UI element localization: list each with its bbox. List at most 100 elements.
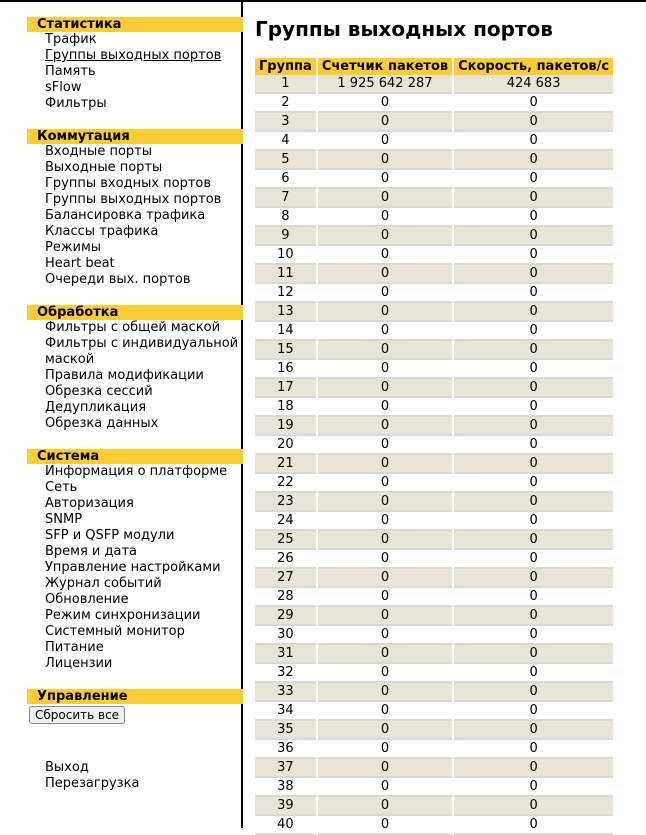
- packet-counter-cell: 0: [317, 778, 453, 797]
- table-row: 33 0 0: [255, 683, 614, 702]
- sidebar-item-switching-3[interactable]: Группы выходных портов: [45, 192, 222, 207]
- rate-cell: 0: [454, 531, 614, 550]
- rate-cell: 0: [454, 379, 614, 398]
- sidebar-item-system-3[interactable]: SNMP: [45, 512, 83, 527]
- packet-counter-cell: 0: [317, 341, 453, 360]
- sidebar-item-system-1[interactable]: Сеть: [45, 480, 78, 495]
- group-cell: 13: [255, 303, 316, 322]
- group-cell: 23: [255, 493, 316, 512]
- sidebar-item-system-6[interactable]: Управление настройками: [45, 560, 221, 575]
- sidebar-item-system-9[interactable]: Режим синхронизации: [45, 608, 201, 623]
- group-cell: 4: [255, 132, 316, 151]
- sidebar-item-logout[interactable]: Выход: [45, 760, 89, 775]
- rate-cell: 0: [454, 189, 614, 208]
- sidebar-item-system-2[interactable]: Авторизация: [45, 496, 134, 511]
- section-header: Система: [27, 449, 243, 464]
- sidebar-item-system-10[interactable]: Системный монитор: [45, 624, 185, 639]
- packet-counter-cell: 0: [317, 550, 453, 569]
- packet-counter-cell: 0: [317, 797, 453, 816]
- section-header: Коммутация: [27, 129, 243, 144]
- sidebar-item-processing-3[interactable]: Обрезка сессий: [45, 384, 153, 399]
- rate-cell: 0: [454, 113, 614, 132]
- output-port-groups-table: Группа Счетчик пакетов Скорость, пакетов…: [253, 58, 615, 835]
- packet-counter-cell: 0: [317, 284, 453, 303]
- sidebar-item-system-0[interactable]: Информация о платформе: [45, 464, 228, 479]
- sidebar-item-system-4[interactable]: SFP и QSFP модули: [45, 528, 175, 543]
- group-cell: 38: [255, 778, 316, 797]
- rate-cell: 0: [454, 759, 614, 778]
- column-header-group: Группа: [255, 58, 316, 75]
- sidebar-item-system-8[interactable]: Обновление: [45, 592, 129, 607]
- packet-counter-cell: 0: [317, 208, 453, 227]
- sidebar-item-processing-1[interactable]: Фильтры с индивидуальной маской: [45, 336, 239, 367]
- packet-counter-cell: 0: [317, 569, 453, 588]
- group-cell: 15: [255, 341, 316, 360]
- sidebar-item-system-11[interactable]: Питание: [45, 640, 104, 655]
- sidebar-item-switching-1[interactable]: Выходные порты: [45, 160, 163, 175]
- group-cell: 26: [255, 550, 316, 569]
- packet-counter-cell: 0: [317, 645, 453, 664]
- table-row: 19 0 0: [255, 417, 614, 436]
- group-cell: 18: [255, 398, 316, 417]
- packet-counter-cell: 0: [317, 683, 453, 702]
- group-cell: 6: [255, 170, 316, 189]
- group-cell: 34: [255, 702, 316, 721]
- group-cell: 39: [255, 797, 316, 816]
- sidebar-item-system-5[interactable]: Время и дата: [45, 544, 138, 559]
- packet-counter-cell: 0: [317, 417, 453, 436]
- sidebar-item-statistics-4[interactable]: Фильтры: [45, 96, 107, 111]
- group-cell: 25: [255, 531, 316, 550]
- sidebar-item-processing-5[interactable]: Обрезка данных: [45, 416, 159, 431]
- sidebar-item-statistics-1[interactable]: Группы выходных портов: [45, 48, 222, 63]
- group-cell: 11: [255, 265, 316, 284]
- group-cell: 27: [255, 569, 316, 588]
- rate-cell: 0: [454, 322, 614, 341]
- packet-counter-cell: 0: [317, 265, 453, 284]
- sidebar-item-processing-2[interactable]: Правила модификации: [45, 368, 204, 383]
- sidebar-item-switching-8[interactable]: Очереди вых. портов: [45, 272, 191, 287]
- sidebar-item-statistics-3[interactable]: sFlow: [45, 80, 82, 95]
- packet-counter-cell: 0: [317, 531, 453, 550]
- table-row: 36 0 0: [255, 740, 614, 759]
- table-row: 37 0 0: [255, 759, 614, 778]
- table-row: 22 0 0: [255, 474, 614, 493]
- sidebar-item-processing-4[interactable]: Дедупликация: [45, 400, 147, 415]
- rate-cell: 0: [454, 816, 614, 835]
- group-cell: 35: [255, 721, 316, 740]
- rate-cell: 0: [454, 645, 614, 664]
- group-cell: 17: [255, 379, 316, 398]
- sidebar-item-switching-4[interactable]: Балансировка трафика: [45, 208, 206, 223]
- top-border: [0, 0, 646, 2]
- rate-cell: 0: [454, 303, 614, 322]
- sidebar-item-statistics-0[interactable]: Трафик: [45, 32, 97, 47]
- sidebar-item-switching-7[interactable]: Heart beat: [45, 256, 115, 271]
- sidebar-item-reboot[interactable]: Перезагрузка: [45, 776, 140, 791]
- group-cell: 33: [255, 683, 316, 702]
- sidebar-item-switching-0[interactable]: Входные порты: [45, 144, 152, 159]
- packet-counter-cell: 0: [317, 702, 453, 721]
- rate-cell: 0: [454, 132, 614, 151]
- reset-all-button[interactable]: Сбросить все: [29, 706, 126, 724]
- table-row: 12 0 0: [255, 284, 614, 303]
- packet-counter-cell: 0: [317, 607, 453, 626]
- sidebar-item-processing-0[interactable]: Фильтры с общей маской: [45, 320, 221, 335]
- rate-cell: 0: [454, 417, 614, 436]
- rate-cell: 0: [454, 778, 614, 797]
- sidebar-item-switching-2[interactable]: Группы входных портов: [45, 176, 212, 191]
- sidebar-item-switching-6[interactable]: Режимы: [45, 240, 102, 255]
- packet-counter-cell: 0: [317, 493, 453, 512]
- section-header: Управление: [27, 689, 243, 704]
- rate-cell: 0: [454, 94, 614, 113]
- group-cell: 16: [255, 360, 316, 379]
- sidebar-item-system-7[interactable]: Журнал событий: [45, 576, 162, 591]
- rate-cell: 0: [454, 702, 614, 721]
- sidebar-item-statistics-2[interactable]: Память: [45, 64, 96, 79]
- sidebar-item-system-12[interactable]: Лицензии: [45, 656, 113, 671]
- rate-cell: 0: [454, 436, 614, 455]
- sidebar-item-switching-5[interactable]: Классы трафика: [45, 224, 159, 239]
- rate-cell: 0: [454, 360, 614, 379]
- rate-cell: 0: [454, 341, 614, 360]
